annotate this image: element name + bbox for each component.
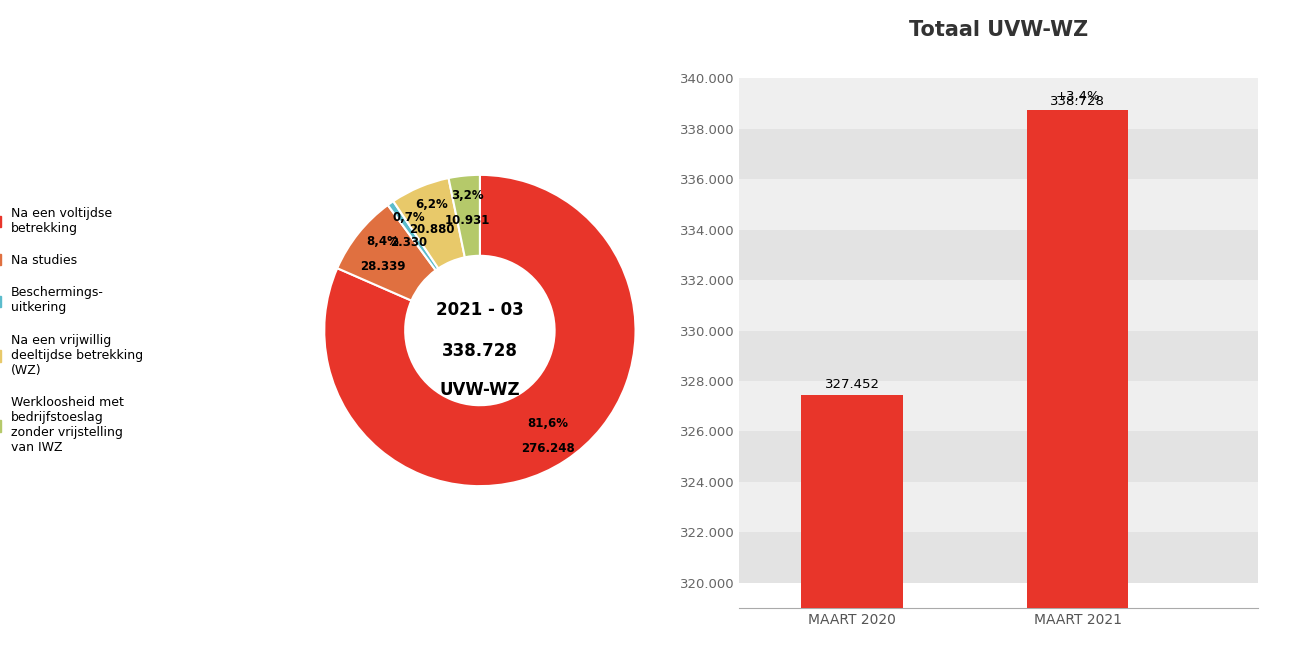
Bar xyxy=(739,78,1258,129)
Bar xyxy=(739,280,1258,330)
Bar xyxy=(802,395,903,661)
Bar xyxy=(739,532,1258,583)
Wedge shape xyxy=(393,178,464,268)
Text: 327.452: 327.452 xyxy=(825,378,879,391)
Bar xyxy=(739,482,1258,532)
Text: 2021 - 03: 2021 - 03 xyxy=(436,301,524,319)
Text: 20.880: 20.880 xyxy=(409,223,454,236)
Text: 2.330: 2.330 xyxy=(390,236,427,249)
Text: 0,7%: 0,7% xyxy=(392,211,424,224)
Title: Totaal UVW-WZ: Totaal UVW-WZ xyxy=(909,20,1088,40)
Bar xyxy=(739,381,1258,432)
Text: +3,4%: +3,4% xyxy=(1056,90,1100,102)
Bar xyxy=(739,330,1258,381)
Wedge shape xyxy=(324,175,636,486)
Bar xyxy=(1027,110,1128,661)
Bar xyxy=(739,229,1258,280)
Text: 338.728: 338.728 xyxy=(442,342,518,360)
Wedge shape xyxy=(449,175,480,257)
Bar xyxy=(739,129,1258,179)
Text: 6,2%: 6,2% xyxy=(415,198,449,212)
Wedge shape xyxy=(337,205,436,301)
Text: 81,6%: 81,6% xyxy=(528,417,568,430)
Text: 10.931: 10.931 xyxy=(445,214,490,227)
Bar xyxy=(739,432,1258,482)
Wedge shape xyxy=(388,201,438,270)
Text: 338.728: 338.728 xyxy=(1051,95,1105,108)
Text: 28.339: 28.339 xyxy=(359,260,406,273)
Text: 8,4%: 8,4% xyxy=(366,235,399,249)
Bar xyxy=(739,179,1258,229)
Text: 3,2%: 3,2% xyxy=(451,189,484,202)
Text: 276.248: 276.248 xyxy=(521,442,575,455)
Legend: Na een voltijdse
betrekking, Na studies, Beschermings-
uitkering, Na een vrijwil: Na een voltijdse betrekking, Na studies,… xyxy=(0,207,143,454)
Text: UVW-WZ: UVW-WZ xyxy=(440,381,520,399)
